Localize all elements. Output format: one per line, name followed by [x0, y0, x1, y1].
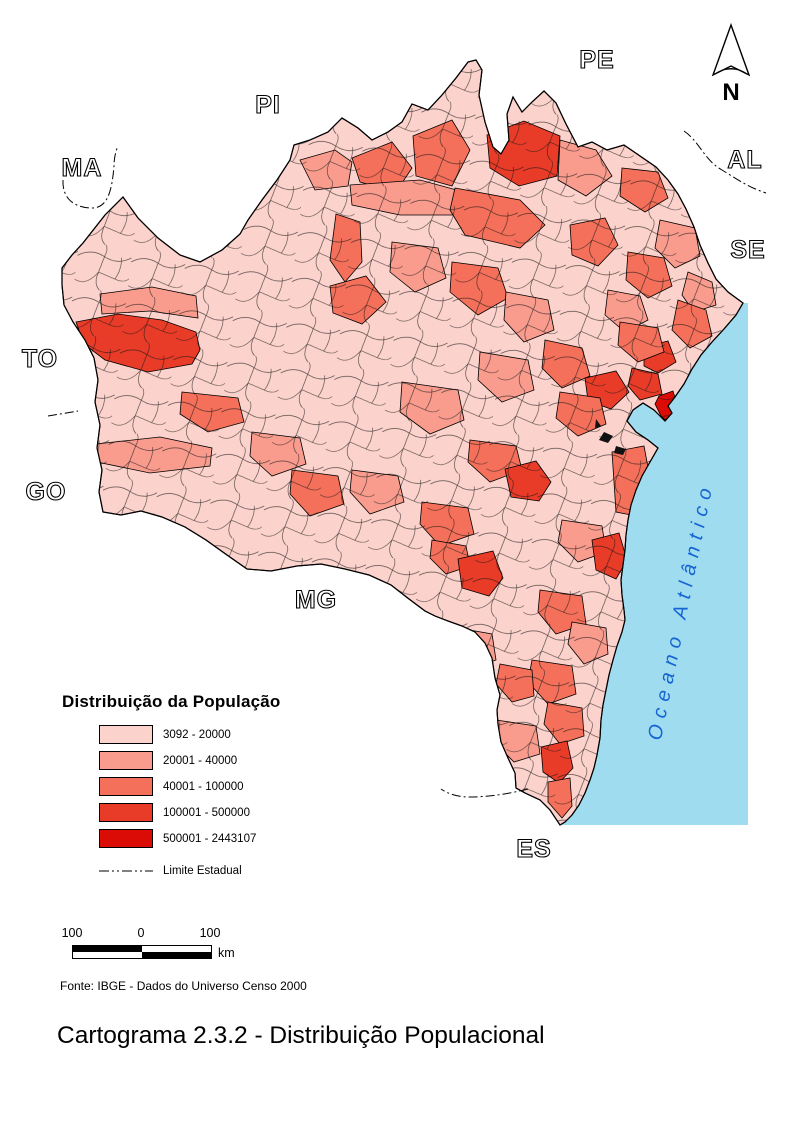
atlantic-ocean: [560, 303, 748, 825]
state-label-to: TO: [22, 345, 58, 373]
state-label-go: GO: [26, 478, 67, 506]
scale-segment: [73, 946, 142, 952]
state-boundary-dashes: [47, 130, 767, 798]
boundary-to-go: [47, 410, 79, 417]
state-label-pi: PI: [255, 91, 281, 119]
legend-swatch: [99, 751, 153, 770]
page-title: Cartograma 2.3.2 - Distribuição Populaci…: [57, 1022, 545, 1049]
dash-dot-line-sample: [99, 870, 153, 872]
state-label-se: SE: [730, 236, 765, 264]
boundary-ma-pi: [62, 145, 119, 209]
scale-segment: [142, 946, 211, 952]
legend-class-row: 40001 - 100000: [99, 777, 281, 796]
legend-boundary-label: Limite Estadual: [163, 865, 242, 877]
legend-swatch: [99, 829, 153, 848]
legend: Distribuição da População 3092 - 20000 2…: [62, 692, 281, 878]
state-label-al: AL: [727, 146, 762, 174]
state-label-ma: MA: [62, 154, 103, 182]
legend-swatch: [99, 777, 153, 796]
scale-label-middle: 0: [137, 926, 145, 940]
legend-boundary-row: Limite Estadual: [99, 864, 281, 878]
source-note: Fonte: IBGE - Dados do Universo Censo 20…: [60, 979, 307, 993]
scale-unit: km: [218, 946, 235, 960]
north-label: N: [722, 79, 739, 106]
bahia-state-outline: [61, 59, 744, 826]
legend-class-range: 100001 - 500000: [163, 806, 250, 819]
scale-bar-graphic: [72, 945, 212, 959]
legend-class-row: 500001 - 2443107: [99, 829, 281, 848]
legend-swatch: [99, 803, 153, 822]
boundary-al-se: [683, 130, 767, 194]
bay-islands: [595, 419, 626, 455]
legend-class-range: 500001 - 2443107: [163, 832, 257, 845]
north-arrow-icon: N: [711, 22, 751, 106]
legend-class-range: 3092 - 20000: [163, 728, 231, 741]
legend-class-range: 20001 - 40000: [163, 754, 238, 767]
legend-class-row: 100001 - 500000: [99, 803, 281, 822]
legend-swatch: [99, 725, 153, 744]
scale-label-right: 100: [199, 926, 221, 940]
state-label-pe: PE: [579, 46, 614, 74]
state-label-es: ES: [516, 835, 551, 863]
scale-segment: [142, 952, 211, 958]
state-label-mg: MG: [295, 586, 337, 614]
scale-label-left: 100: [61, 926, 83, 940]
legend-class-range: 40001 - 100000: [163, 780, 244, 793]
boundary-mg-es: [440, 788, 529, 798]
legend-title: Distribuição da População: [62, 692, 281, 711]
scale-bar: 100 0 100 km: [62, 926, 302, 966]
legend-class-row: 3092 - 20000: [99, 725, 281, 744]
scale-segment: [73, 952, 142, 958]
legend-class-row: 20001 - 40000: [99, 751, 281, 770]
